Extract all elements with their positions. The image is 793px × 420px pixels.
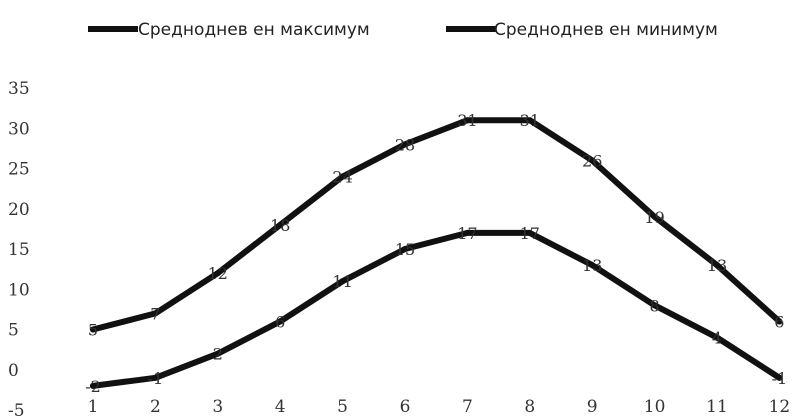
data-point (152, 374, 159, 381)
data-point (214, 270, 221, 277)
legend-label-2: Средноднев ен минимум (494, 20, 718, 40)
y-tick-label: 30 (8, 119, 30, 139)
x-tick-label: 4 (275, 397, 286, 417)
data-point (90, 326, 96, 333)
y-tick-label: 15 (8, 240, 30, 260)
data-point (90, 382, 96, 389)
data-label: -2 (85, 377, 101, 396)
data-label: 5 (88, 321, 98, 340)
data-label: 28 (395, 135, 415, 154)
x-tick-label: 1 (88, 397, 99, 417)
data-label: 24 (332, 168, 352, 187)
data-label: 13 (707, 256, 727, 275)
data-label: 17 (520, 224, 540, 243)
data-point (776, 374, 783, 381)
data-point (339, 278, 346, 285)
x-tick-label: 10 (644, 397, 666, 417)
data-point (464, 229, 471, 236)
x-tick-label: 7 (462, 397, 473, 417)
data-point (339, 173, 346, 180)
x-tick-label: 8 (524, 397, 535, 417)
data-label: 11 (332, 272, 352, 291)
legend: Средноднев ен максимум Средноднев ен мини… (88, 20, 718, 40)
y-tick-label: 35 (8, 79, 30, 99)
data-point (651, 213, 658, 220)
data-label: -1 (772, 369, 788, 388)
data-label: 12 (208, 264, 228, 283)
data-point (277, 221, 284, 228)
data-label: 17 (457, 224, 477, 243)
series-line-1 (90, 117, 783, 333)
x-tick-label: 9 (587, 397, 598, 417)
data-label: -1 (148, 369, 164, 388)
data-label: 6 (275, 312, 285, 331)
data-label: 2 (213, 345, 223, 364)
data-label: 6 (774, 312, 784, 331)
y-tick-label: 0 (8, 361, 19, 381)
y-tick-label: 20 (8, 200, 30, 220)
y-tick-label: 5 (8, 321, 19, 341)
data-label: 31 (520, 111, 540, 130)
data-point (402, 141, 408, 148)
data-label: 8 (650, 296, 660, 315)
data-label: 18 (270, 216, 290, 235)
data-point (714, 334, 720, 341)
series-line-2 (90, 229, 783, 389)
data-label: 13 (582, 256, 602, 275)
data-point (464, 117, 471, 124)
data-point (589, 157, 596, 164)
legend-label-1: Средноднев ен максимум (138, 20, 370, 40)
data-label: 26 (582, 151, 602, 170)
series-lines (90, 117, 783, 389)
x-tick-label: 2 (150, 397, 161, 417)
data-label: 7 (150, 304, 160, 323)
data-point (776, 318, 783, 325)
data-point (402, 246, 408, 252)
data-label: 15 (395, 240, 415, 259)
x-axis: 1 2 3 4 5 6 7 8 9 10 11 12 (88, 397, 791, 417)
data-point (526, 117, 533, 124)
data-point (589, 262, 596, 269)
data-point (214, 350, 221, 357)
data-point (277, 318, 284, 325)
y-axis: 35 30 25 20 15 10 5 0 -5 (8, 79, 30, 420)
data-point (714, 262, 720, 269)
x-tick-label: 11 (706, 397, 728, 417)
data-point (651, 302, 658, 309)
data-point (526, 229, 533, 236)
data-label: 19 (644, 208, 664, 227)
x-tick-label: 6 (400, 397, 411, 417)
data-point (152, 310, 159, 317)
x-tick-label: 5 (337, 397, 348, 417)
y-tick-label: -5 (8, 401, 25, 420)
x-tick-label: 3 (212, 397, 223, 417)
data-label: 4 (712, 329, 722, 348)
y-tick-label: 25 (8, 160, 30, 180)
x-tick-label: 12 (769, 397, 791, 417)
data-label: 31 (457, 111, 477, 130)
y-tick-label: 10 (8, 280, 30, 300)
